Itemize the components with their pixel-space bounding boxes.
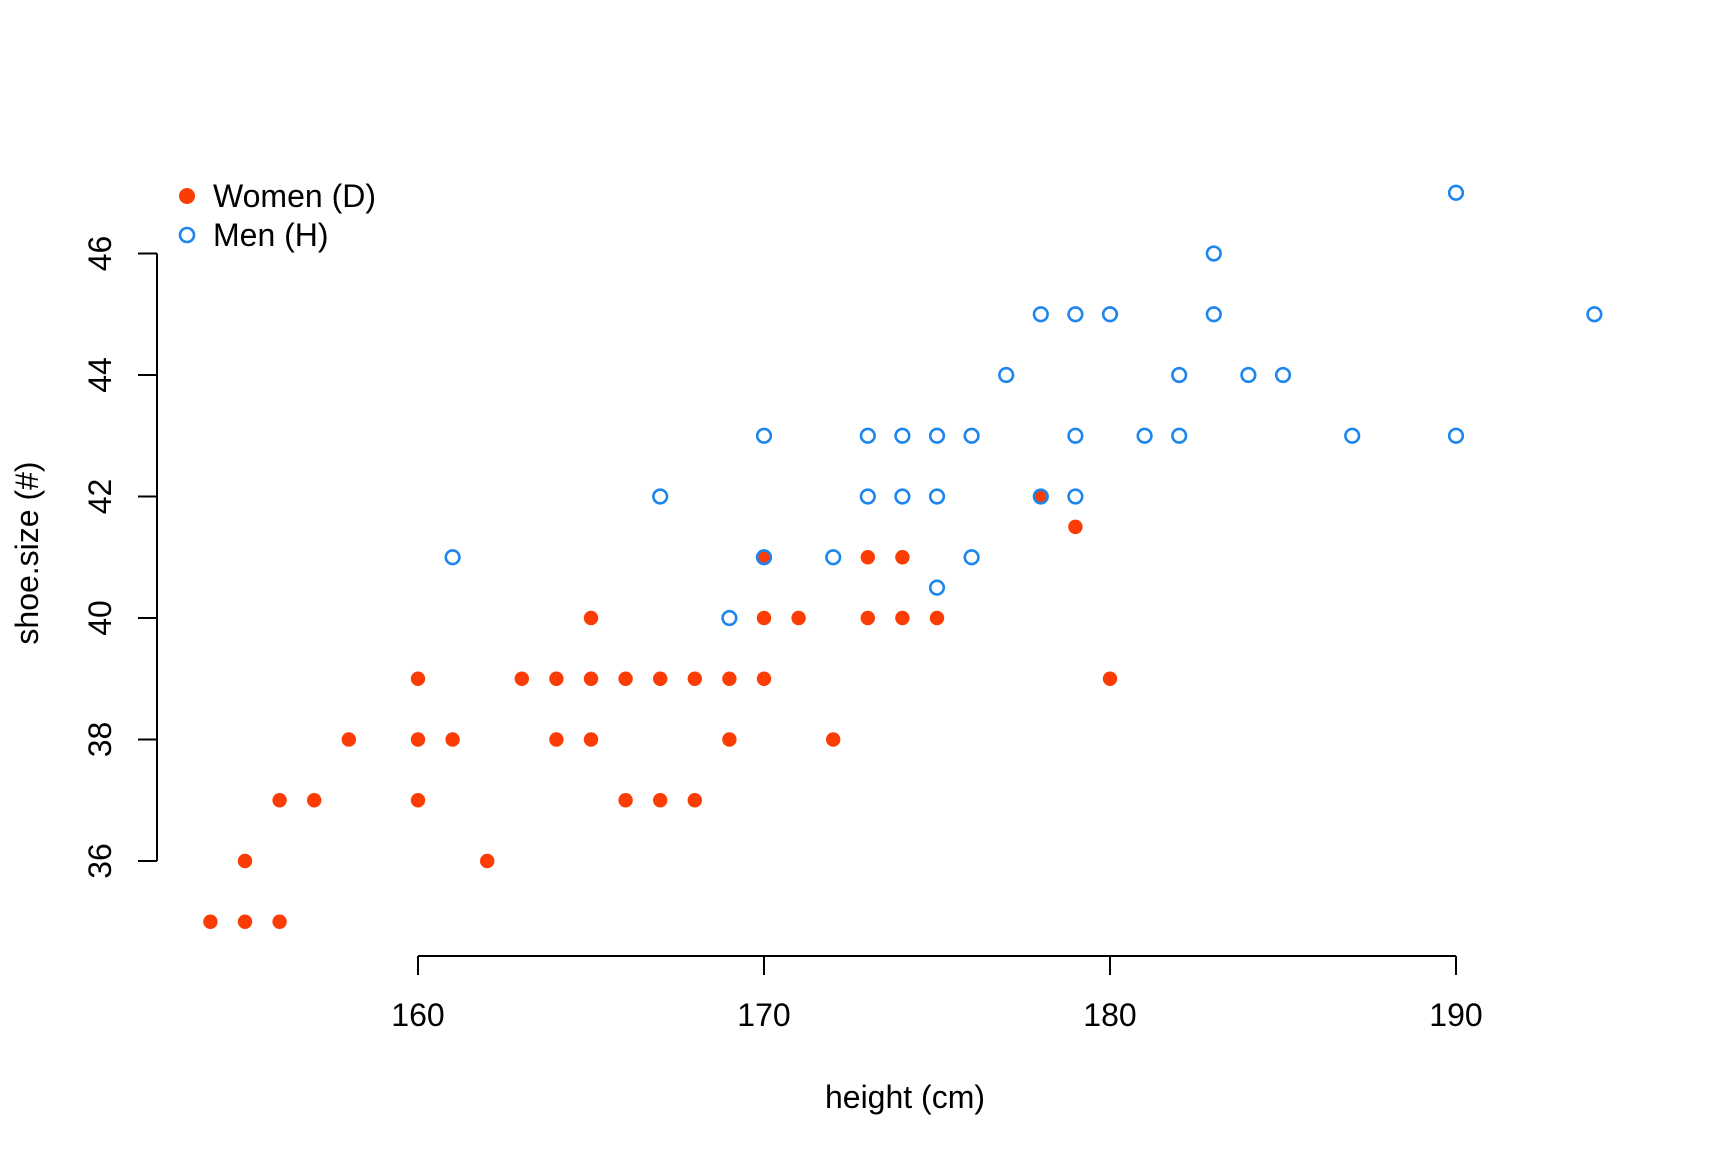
data-point-men xyxy=(1101,306,1119,323)
data-point-women xyxy=(583,671,599,686)
data-point-men xyxy=(894,427,911,444)
data-point-men xyxy=(928,427,946,444)
data-point-women xyxy=(1068,519,1083,535)
y-axis-title: shoe.size (#) xyxy=(9,461,45,644)
women-series xyxy=(203,489,1118,929)
data-point-men xyxy=(1205,306,1222,323)
data-point-women xyxy=(929,610,945,626)
data-point-women xyxy=(410,793,426,808)
data-point-men xyxy=(1136,427,1153,444)
data-point-men xyxy=(755,549,773,566)
data-point-women xyxy=(1102,671,1118,686)
data-point-women xyxy=(272,793,287,808)
x-tick-label: 190 xyxy=(1429,997,1482,1033)
x-tick-label: 180 xyxy=(1083,997,1136,1033)
data-point-women xyxy=(653,793,668,808)
y-tick-label: 44 xyxy=(82,357,118,393)
data-point-men xyxy=(755,427,773,444)
data-point-women xyxy=(895,550,910,565)
data-point-men xyxy=(1274,366,1292,384)
data-point-women xyxy=(687,671,702,686)
y-tick-label: 36 xyxy=(82,843,118,879)
data-point-women xyxy=(480,853,495,869)
data-point-women xyxy=(583,732,599,747)
y-tick-label: 38 xyxy=(82,722,118,758)
data-point-women xyxy=(722,732,737,747)
data-point-men xyxy=(652,488,669,505)
data-point-women xyxy=(272,914,287,929)
data-point-women xyxy=(860,610,875,626)
data-point-men xyxy=(1240,366,1257,384)
data-point-men xyxy=(825,549,842,566)
data-point-women xyxy=(445,732,460,747)
data-point-men xyxy=(1067,427,1084,444)
data-point-men xyxy=(998,366,1015,384)
data-point-women xyxy=(653,671,668,686)
data-point-women xyxy=(237,853,253,869)
legend-marker-women-icon xyxy=(179,188,195,204)
data-point-men xyxy=(928,488,946,505)
data-point-men xyxy=(1067,306,1084,323)
data-point-women xyxy=(722,671,737,686)
data-point-women xyxy=(895,610,910,626)
data-point-men xyxy=(963,549,980,566)
data-point-women xyxy=(826,732,841,747)
data-point-women xyxy=(618,793,633,808)
y-tick-label: 42 xyxy=(82,479,118,515)
data-point-women xyxy=(307,793,322,808)
data-point-women xyxy=(756,671,772,686)
data-point-women xyxy=(791,610,806,626)
data-point-men xyxy=(1447,427,1465,444)
x-tick-label: 160 xyxy=(391,997,444,1033)
data-point-men xyxy=(1447,184,1465,201)
y-tick-label: 40 xyxy=(82,600,118,636)
data-point-men xyxy=(1205,245,1222,262)
data-point-women xyxy=(583,610,599,626)
data-point-men xyxy=(1032,488,1049,505)
data-point-women xyxy=(756,550,772,565)
data-point-men xyxy=(1032,306,1049,323)
data-point-men xyxy=(1586,306,1603,323)
data-point-men xyxy=(721,609,738,627)
data-point-men xyxy=(1171,427,1188,444)
men-series xyxy=(444,184,1603,627)
legend: Women (D)Men (H) xyxy=(178,178,376,253)
data-point-women xyxy=(549,732,564,747)
y-tick-label: 46 xyxy=(82,236,118,272)
data-point-men xyxy=(1344,427,1361,444)
legend-label-women: Women (D) xyxy=(213,178,376,214)
data-point-women xyxy=(203,914,218,929)
data-point-men xyxy=(1067,488,1084,505)
data-point-men xyxy=(928,579,946,596)
x-tick-label: 170 xyxy=(737,997,790,1033)
data-point-men xyxy=(444,549,461,566)
data-point-men xyxy=(963,427,980,444)
data-point-women xyxy=(687,793,702,808)
data-point-women xyxy=(618,671,633,686)
data-point-women xyxy=(549,671,564,686)
data-point-women xyxy=(756,610,772,626)
legend-marker-men-icon xyxy=(178,226,196,244)
x-axis-title: height (cm) xyxy=(825,1079,985,1115)
data-point-women xyxy=(860,550,875,565)
data-point-men xyxy=(1171,366,1188,384)
data-point-men xyxy=(894,488,911,505)
data-point-men xyxy=(859,488,876,505)
legend-label-men: Men (H) xyxy=(213,217,329,253)
data-point-women xyxy=(237,914,253,929)
data-point-women xyxy=(341,732,356,747)
data-point-women xyxy=(1033,489,1049,504)
data-point-women xyxy=(410,671,426,686)
data-point-women xyxy=(514,671,529,686)
data-point-men xyxy=(859,427,876,444)
data-point-women xyxy=(410,732,426,747)
